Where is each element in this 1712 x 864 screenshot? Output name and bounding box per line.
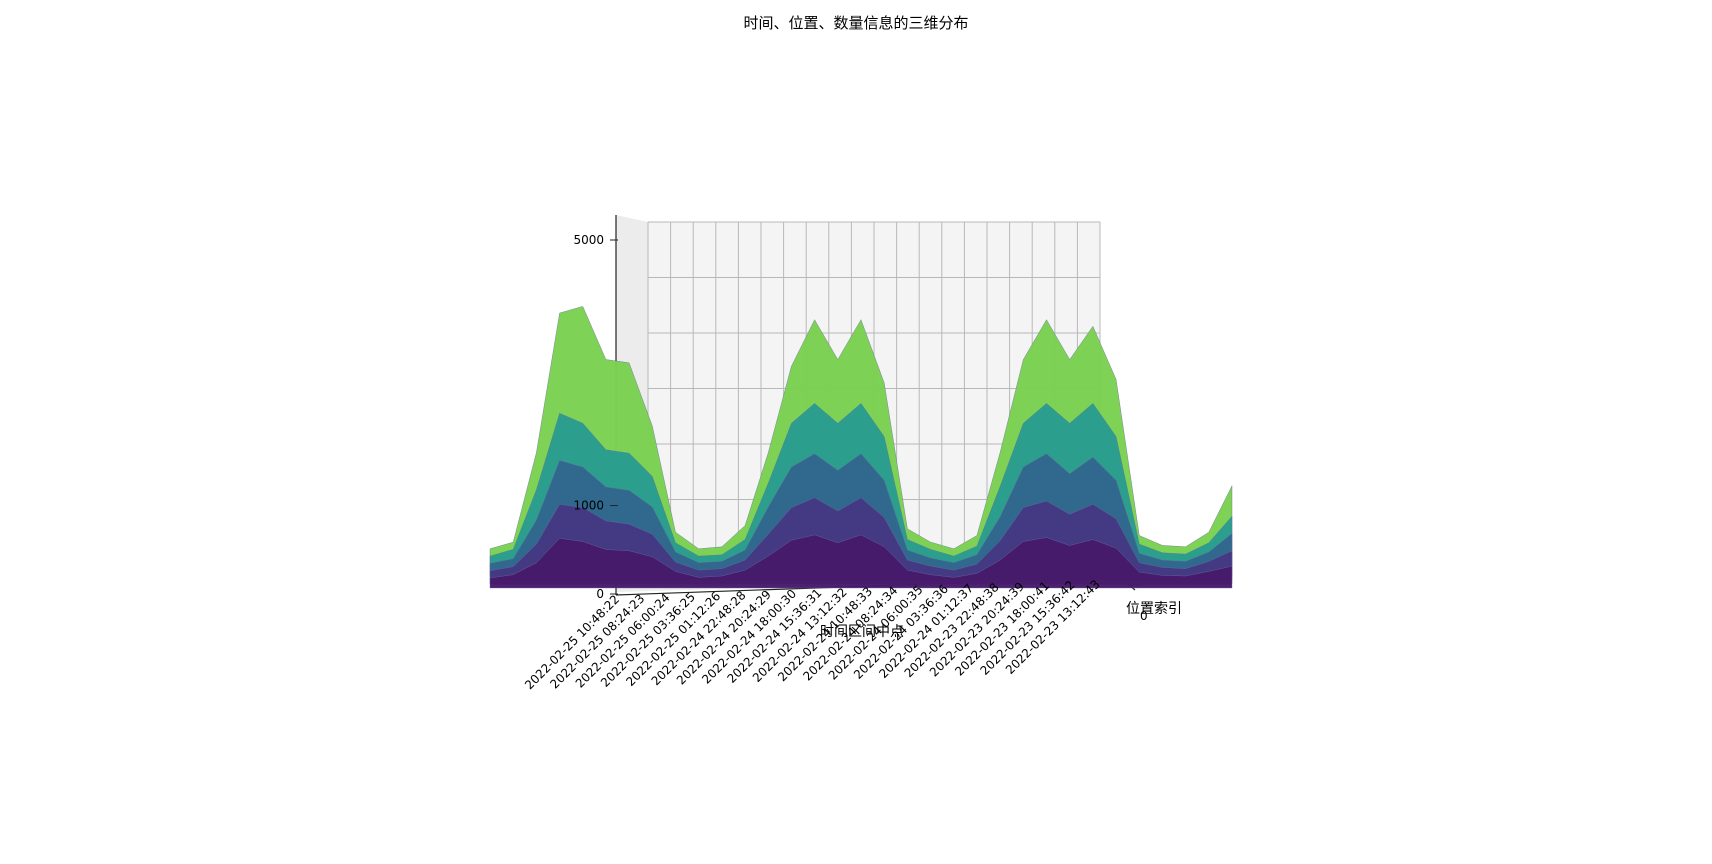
z-tick-label: 1000 [573,499,604,513]
x-axis-title: 时间区间中点 [820,624,904,640]
y-tick-label: 0 [1140,609,1148,623]
z-tick-label: 0 [596,587,604,601]
z-tick-label: 5000 [573,233,604,247]
y-axis-title: 位置索引 [1126,600,1182,617]
chart-title: 时间、位置、数量信息的三维分布 [743,14,969,32]
surface [489,306,1233,589]
surface-row [489,534,1233,589]
